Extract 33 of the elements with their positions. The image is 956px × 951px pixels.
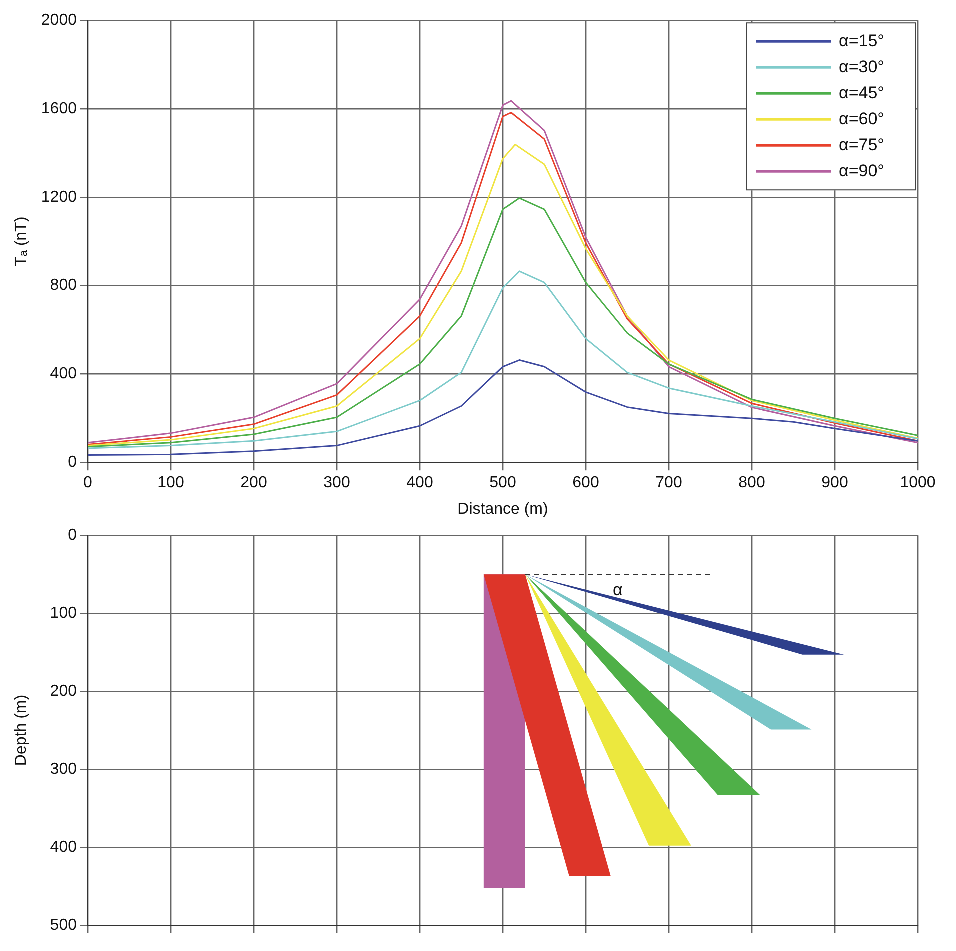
y-tick-label: 200	[50, 682, 78, 700]
legend-label: α=90°	[839, 161, 884, 180]
y-axis-title: Depth (m)	[13, 694, 30, 766]
y-tick-label: 0	[68, 454, 78, 472]
x-tick-label: 1000	[900, 474, 936, 492]
x-tick-label: 200	[240, 474, 268, 492]
y-tick-label: 2000	[41, 12, 78, 30]
y-tick-label: 100	[50, 604, 78, 622]
x-tick-label: 700	[656, 474, 682, 492]
y-tick-label: 1600	[41, 100, 78, 118]
x-tick-label: 600	[572, 474, 600, 492]
y-tick-label: 800	[50, 277, 78, 294]
annotation: α	[613, 580, 624, 600]
y-tick-label: 0	[68, 527, 78, 544]
x-tick-label: 800	[738, 474, 766, 492]
legend-label: α=60°	[839, 109, 884, 128]
y-tick-label: 500	[50, 916, 78, 934]
legend-label: α=30°	[839, 57, 884, 76]
x-tick-label: 100	[158, 474, 184, 492]
y-tick-label: 300	[50, 760, 78, 778]
legend-label: α=75°	[839, 135, 884, 154]
x-tick-label: 900	[822, 474, 848, 492]
legend-label: α=45°	[839, 83, 884, 102]
x-tick-label: 500	[490, 474, 516, 492]
y-tick-label: 400	[50, 838, 78, 856]
legend-label: α=15°	[839, 31, 884, 50]
y-tick-label: 400	[50, 366, 78, 383]
y-tick-label: 1200	[41, 188, 78, 206]
x-tick-label: 300	[324, 474, 350, 492]
x-axis-title: Distance (m)	[458, 500, 548, 518]
y-axis-title: Tₐ (nT)	[13, 216, 30, 266]
x-tick-label: 400	[406, 474, 434, 492]
x-tick-label: 0	[84, 474, 93, 492]
